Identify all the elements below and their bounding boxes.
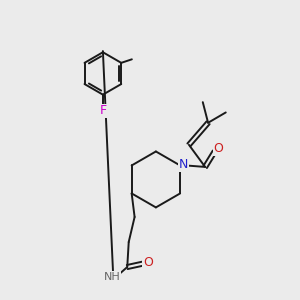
Text: NH: NH [103, 272, 120, 282]
Text: O: O [213, 142, 223, 155]
Text: N: N [179, 158, 188, 171]
Text: F: F [99, 104, 106, 117]
Text: O: O [143, 256, 153, 268]
